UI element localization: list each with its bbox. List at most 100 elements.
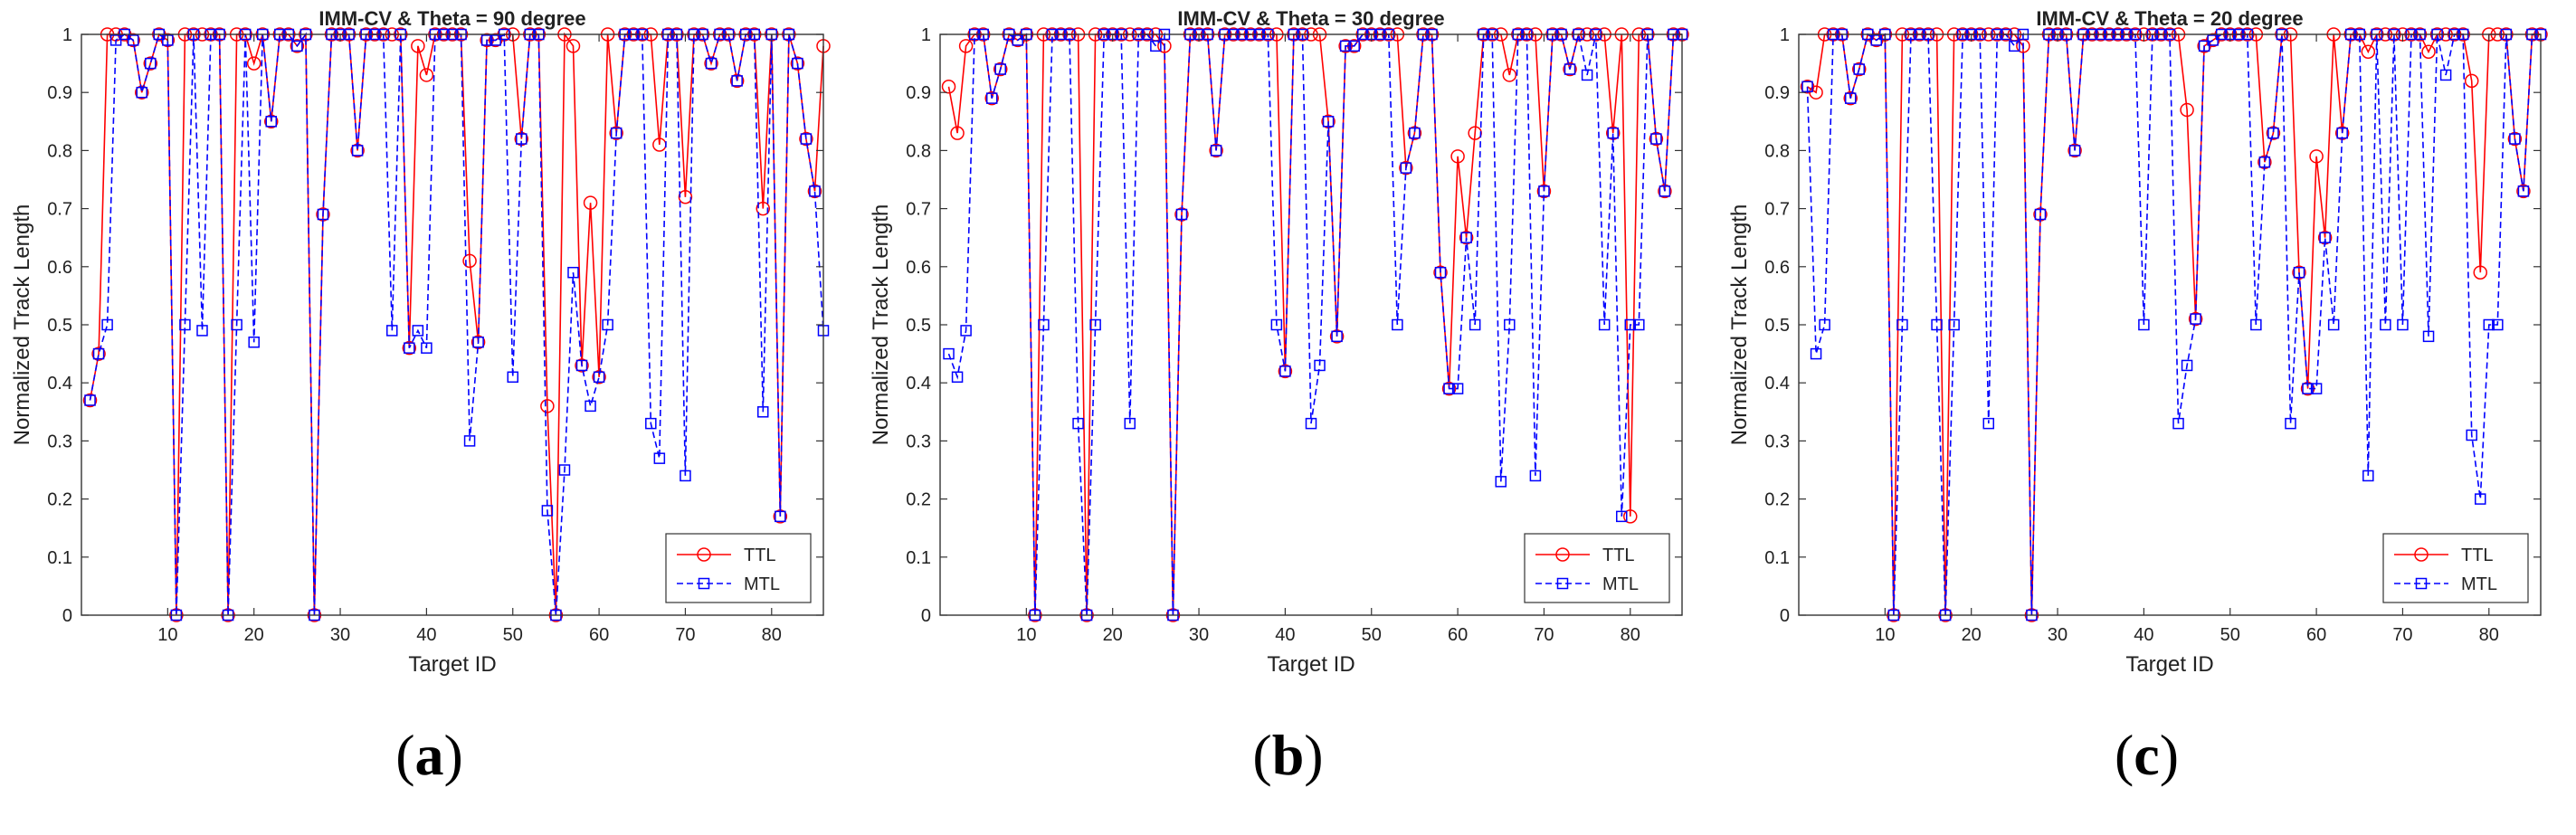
y-tick-label: 0.3 — [1764, 432, 1790, 451]
x-tick-label: 40 — [2134, 625, 2153, 645]
y-tick-label: 0.1 — [906, 548, 931, 568]
data-point-mtl — [1504, 318, 1516, 331]
data-point-ttl — [583, 195, 598, 210]
legend-label-mtl: MTL — [2461, 574, 2497, 594]
data-point-mtl — [1931, 318, 1943, 331]
data-point-mtl — [2475, 493, 2486, 505]
legend-label-ttl: TTL — [744, 546, 776, 565]
plot-area — [1799, 34, 2541, 615]
data-point-ttl — [462, 253, 477, 269]
data-point-mtl — [1038, 318, 1050, 331]
data-point-ttl — [82, 393, 98, 408]
x-tick-label: 70 — [2392, 625, 2412, 645]
x-tick-label: 30 — [2048, 625, 2067, 645]
y-tick-label: 0 — [921, 606, 931, 626]
data-point-ttl — [950, 126, 965, 140]
data-point-ttl — [609, 126, 623, 140]
data-point-mtl — [248, 337, 260, 348]
data-point-ttl — [678, 190, 693, 204]
data-point-mtl — [2310, 383, 2323, 394]
data-point-mtl — [2034, 208, 2047, 221]
data-point-mtl — [291, 40, 303, 52]
data-point-mtl — [1598, 318, 1611, 331]
data-point-mtl — [602, 318, 613, 331]
chart-panel-a: 10 20 30 40 50 60 70 80 0 0.1 0.2 0.3 0.4 0.5 0.6 0.7 0.… — [0, 0, 859, 835]
x-tick-label: 20 — [1962, 625, 1982, 645]
y-tick-label: 0.5 — [47, 316, 72, 336]
x-tick-label: 20 — [244, 625, 264, 645]
data-point-ttl — [2188, 311, 2203, 327]
data-point-mtl — [645, 417, 657, 430]
y-tick-label: 0.4 — [47, 374, 72, 394]
y-tick-label: 0.1 — [1764, 548, 1790, 568]
panel-caption-a: (a) — [395, 723, 463, 787]
y-tick-label: 0.9 — [906, 83, 931, 103]
data-point-mtl — [1392, 318, 1403, 331]
data-point-ttl — [704, 56, 718, 71]
data-point-ttl — [402, 340, 417, 356]
data-point-mtl — [2466, 429, 2477, 441]
legend-label-ttl: TTL — [2461, 546, 2494, 565]
data-point-ttl — [2309, 149, 2324, 164]
data-point-mtl — [1460, 232, 1472, 243]
data-point-ttl — [134, 85, 149, 100]
data-point-mtl — [558, 464, 571, 476]
y-tick-label: 0.8 — [1764, 141, 1790, 161]
data-point-mtl — [2336, 127, 2348, 139]
y-tick-label: 0.4 — [1764, 374, 1790, 394]
data-point-ttl — [290, 39, 305, 53]
data-point-mtl — [1409, 127, 1421, 139]
data-point-mtl — [507, 371, 518, 384]
data-point-mtl — [472, 337, 484, 348]
data-point-mtl — [421, 342, 433, 354]
x-tick-label: 20 — [1103, 625, 1123, 645]
chart-svg-c: 10 20 30 40 50 60 70 80 0 0.1 0.2 0.3 0.4 0.5 0.6 0.7 0.… — [1727, 7, 2548, 677]
data-point-mtl — [490, 34, 501, 46]
data-point-mtl — [196, 325, 208, 337]
x-tick-label: 80 — [762, 625, 782, 645]
data-point-mtl — [1853, 63, 1865, 75]
data-point-mtl — [585, 400, 596, 413]
y-tick-label: 0.2 — [906, 490, 931, 510]
data-point-ttl — [592, 370, 606, 384]
x-tick-label: 60 — [589, 625, 609, 645]
data-point-mtl — [680, 470, 691, 482]
y-axis-label: Normalized Track Length — [10, 204, 34, 446]
plot-area — [940, 34, 1682, 615]
data-point-mtl — [1810, 347, 1822, 360]
data-point-mtl — [2517, 185, 2530, 197]
y-tick-label: 0.9 — [47, 83, 72, 103]
y-axis-label: Normalized Track Length — [1727, 204, 1752, 446]
legend-marker-mtl — [698, 577, 710, 590]
data-point-mtl — [567, 266, 579, 279]
data-point-ttl — [958, 39, 974, 53]
data-point-mtl — [1270, 318, 1283, 331]
data-point-mtl — [1948, 318, 1960, 331]
data-point-mtl — [127, 34, 139, 46]
data-point-mtl — [231, 318, 242, 331]
data-point-ttl — [1563, 62, 1577, 77]
y-tick-label: 0.5 — [906, 316, 931, 336]
data-point-mtl — [351, 145, 364, 157]
chart-svg-a: 10 20 30 40 50 60 70 80 0 0.1 0.2 0.3 0.4 0.5 0.6 0.7 0.… — [10, 7, 831, 677]
data-point-mtl — [1607, 127, 1619, 139]
data-point-mtl — [1150, 40, 1162, 52]
x-tick-label: 30 — [1189, 625, 1209, 645]
y-tick-label: 0.9 — [1764, 83, 1790, 103]
chart-panel-c: 10 20 30 40 50 60 70 80 0 0.1 0.2 0.3 0.4 0.5 0.6 0.7 0.… — [1717, 0, 2576, 835]
data-point-mtl — [1400, 162, 1412, 174]
x-axis-label: Target ID — [2125, 652, 2213, 677]
x-tick-label: 10 — [157, 625, 177, 645]
data-point-ttl — [993, 62, 1008, 77]
legend-box — [665, 533, 812, 603]
chart-svg-b: 10 20 30 40 50 60 70 80 0 0.1 0.2 0.3 0.4 0.5 0.6 0.7 0.… — [869, 7, 1689, 677]
y-tick-label: 0.5 — [1764, 316, 1790, 336]
data-point-mtl — [2397, 318, 2409, 331]
data-point-mtl — [1844, 92, 1857, 104]
data-point-ttl — [729, 73, 745, 89]
data-point-mtl — [1801, 81, 1813, 93]
data-point-mtl — [1443, 383, 1455, 394]
y-tick-label: 0.2 — [1764, 490, 1790, 510]
data-point-mtl — [757, 406, 769, 418]
data-point-mtl — [1451, 383, 1464, 394]
